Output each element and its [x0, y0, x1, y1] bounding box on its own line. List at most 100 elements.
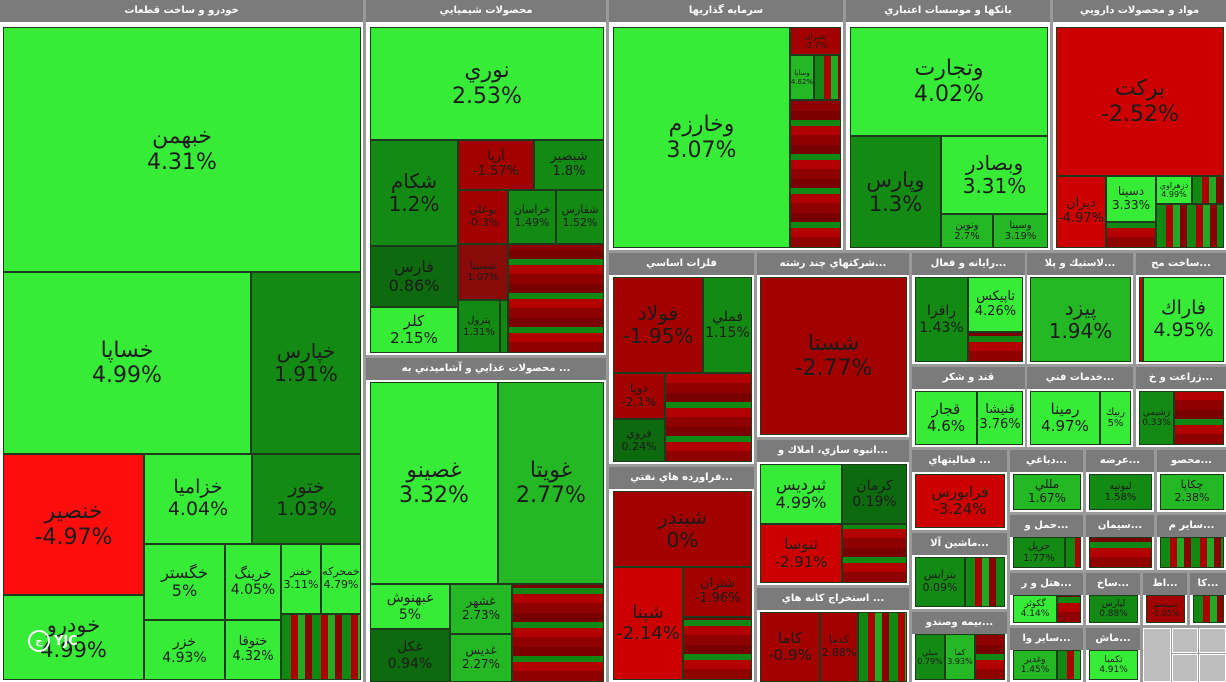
sector-transport-header[interactable]: ...حمل و [1010, 515, 1083, 537]
sector-banks-header[interactable]: بانكها و موسسات اعتباري [846, 0, 1050, 22]
sector-textile-header[interactable]: ...دباغي [1010, 450, 1083, 472]
tile-vnovin[interactable]: ونوين 2.7% [941, 214, 993, 248]
tile-ghakal[interactable]: غكل 0.94% [370, 629, 450, 682]
tile-rbik[interactable]: ربيك 5% [1100, 391, 1131, 445]
tile-khtur[interactable]: ختور 1.03% [252, 454, 361, 544]
sector-pharma-header[interactable]: مواد و محصولات دارويي [1053, 0, 1226, 22]
sector-techsvc-header[interactable]: ...خدمات فني [1027, 367, 1133, 389]
tile-khpars[interactable]: خپارس 1.91% [251, 272, 361, 454]
tile-khorasan[interactable]: خراسان 1.49% [508, 190, 556, 244]
tile-khzamia[interactable]: خزاميا 4.04% [144, 454, 252, 544]
sector-food-header[interactable]: ... محصولات غذايي و آشاميدني به [366, 358, 606, 380]
tile-sml2[interactable]: وساپا 4.62% [790, 55, 814, 100]
tile-ghnisha[interactable]: قنيشا 3.76% [977, 391, 1023, 445]
sector-chem-header[interactable]: محصولات شيميايي [366, 0, 606, 22]
pharma-small-tiles-2[interactable] [1106, 222, 1156, 248]
tile-dsina[interactable]: دسينا 3.33% [1106, 176, 1156, 222]
sector-invest-header[interactable]: سرمايه گذاريها [609, 0, 843, 22]
sector-cement-header[interactable]: ...ساخت مح [1136, 253, 1226, 275]
auto-small-tiles[interactable] [281, 614, 361, 680]
tile-vbsader[interactable]: وبصادر 3.31% [941, 136, 1048, 214]
sector-computer-header[interactable]: ...رايانه و فعال [912, 253, 1025, 275]
sector-agri-header[interactable]: ...زراعت و خ [1136, 367, 1226, 389]
tile-shbasir[interactable]: شبصير 1.8% [534, 140, 604, 190]
tile-tabrbis[interactable]: ثبرديس 4.99% [760, 464, 842, 524]
tile-nuri[interactable]: نوري 2.53% [370, 27, 604, 140]
agri-small-tiles[interactable] [1174, 391, 1224, 445]
tile-kala[interactable]: كلر 2.15% [370, 307, 458, 353]
sector-realestate-header[interactable]: ...انبوه سازي، املاك و [757, 440, 909, 462]
sector-insurance-header[interactable]: ...بيمه وصندو [912, 612, 1007, 634]
tile-vsina[interactable]: وسينا 3.19% [993, 214, 1048, 248]
tile-kama[interactable]: كاما -0.9% [760, 612, 820, 682]
tile-ghbehnush[interactable]: غبهنوش 5% [370, 584, 450, 629]
chem-small-tiles-2[interactable] [500, 300, 508, 353]
tile-vtejarat[interactable]: وتجارت 4.02% [850, 27, 1048, 136]
tile-bturans[interactable]: بترانس 0.09% [915, 557, 965, 607]
tile-fulad[interactable]: فولاد -1.95% [613, 277, 703, 373]
sector-retail-header[interactable]: ...عرضه [1086, 450, 1154, 472]
tile-petrol[interactable]: پترول 1.31% [458, 300, 500, 353]
chem-small-tiles[interactable] [508, 244, 604, 353]
food-small-tiles[interactable] [512, 584, 604, 682]
tile-vagheir[interactable]: وغدير 1.45% [1013, 650, 1057, 680]
sector-telecom-header[interactable]: ...اط [1143, 573, 1187, 595]
tile-duba[interactable]: دوپا -2.1% [613, 373, 665, 419]
invest-small-tiles-2[interactable] [790, 100, 841, 248]
tile-tkomba[interactable]: تكمبا 4.91% [1089, 650, 1138, 680]
tile-bnk[interactable]: كما 3.93% [945, 634, 975, 680]
tile-vpars[interactable]: وپارس 1.3% [850, 136, 941, 248]
realestate-small-tiles[interactable] [842, 524, 907, 583]
sector-multi-header[interactable]: ...شركتهاي چند رشته [757, 253, 909, 275]
other-small-tiles[interactable] [1057, 650, 1081, 680]
tile-ghdshir[interactable]: غديس 2.27% [450, 634, 512, 682]
sector-oilprod-header[interactable]: ...فراورده هاي نفتي [609, 467, 754, 489]
tile-faraburs[interactable]: فرابورس -3.24% [915, 474, 1005, 528]
sector-k-header[interactable]: ...كا [1190, 573, 1226, 595]
sector-misc2-header[interactable]: ...ساير م [1157, 515, 1226, 537]
k-small-tiles[interactable] [1193, 595, 1224, 623]
tile-barkat[interactable]: بركت -2.52% [1056, 27, 1224, 176]
tile-fmeli[interactable]: فملي 1.15% [703, 277, 752, 373]
tile-khsapa[interactable]: خساپا 4.99% [3, 272, 251, 454]
machinery-small-tiles[interactable] [965, 557, 1005, 607]
tile-kdma[interactable]: كدما 2.88% [820, 612, 858, 682]
tile-ghejar[interactable]: قجار 4.6% [915, 391, 977, 445]
mining-small-tiles[interactable] [858, 612, 907, 682]
transport-small-tiles[interactable] [1065, 537, 1081, 568]
sector-mining-header[interactable]: ... استخراج كانه هاي [757, 588, 909, 610]
tile-pizd[interactable]: پيزد 1.94% [1030, 277, 1131, 362]
tile-dirun[interactable]: ديران -4.97% [1056, 176, 1106, 248]
tile-khbahman[interactable]: خبهمن 4.31% [3, 27, 361, 272]
tile-khringe[interactable]: خرينگ 4.05% [225, 544, 281, 620]
tile-ghvita[interactable]: غويتا 2.77% [498, 382, 604, 584]
insurance-small-tiles[interactable] [975, 634, 1005, 680]
tile-khnasir[interactable]: خنصير -4.97% [3, 454, 144, 595]
sector-itact-header[interactable]: ... فعاليتهاي [912, 450, 1007, 472]
sector-hotel-header[interactable]: ...هتل و ر [1010, 573, 1083, 595]
tile-kerman[interactable]: كرمان 0.19% [842, 464, 907, 524]
sector-other-header[interactable]: ...ساير وا [1010, 628, 1083, 650]
sector-cement2-header[interactable]: ...سيمان [1086, 515, 1154, 537]
tile-sesic[interactable]: سيستم -1.05% [1146, 595, 1185, 623]
sector-machinery-header[interactable]: ...ماشين آلا [912, 533, 1007, 555]
tile-rafra[interactable]: رافرا 1.43% [915, 277, 968, 362]
tile-gkoz[interactable]: گكوثر 4.14% [1013, 595, 1057, 623]
hotel-small-tiles[interactable] [1057, 595, 1081, 623]
tile-shbina[interactable]: شپنا -2.14% [613, 567, 683, 680]
tile-hril[interactable]: حريل 1.77% [1013, 537, 1065, 568]
tile-shbandar[interactable]: شبندر 0% [613, 491, 752, 567]
pharma-small-tiles[interactable] [1192, 176, 1224, 204]
tile-nmbal[interactable]: لپارس 0.88% [1089, 595, 1138, 623]
tile-farak[interactable]: فاراك 4.95% [1143, 277, 1224, 362]
tile-fars[interactable]: فارس 0.86% [370, 246, 458, 307]
tile-sml3[interactable]: شيران -3.7% [790, 27, 841, 55]
tile-dzahrawi[interactable]: دزهراوي 4.99% [1156, 176, 1192, 204]
tile-ghshahd[interactable]: غشهر 2.73% [450, 584, 512, 634]
metals-small-tiles[interactable] [665, 373, 752, 462]
tile-shtran[interactable]: شتران -1.96% [683, 567, 752, 617]
tile-tapico[interactable]: تاپيكس 4.26% [968, 277, 1023, 332]
sector-mash-header[interactable]: ...ماش [1086, 628, 1140, 650]
computer-small-tiles[interactable] [968, 332, 1023, 362]
pharma-small-tiles-3[interactable] [1156, 204, 1224, 248]
